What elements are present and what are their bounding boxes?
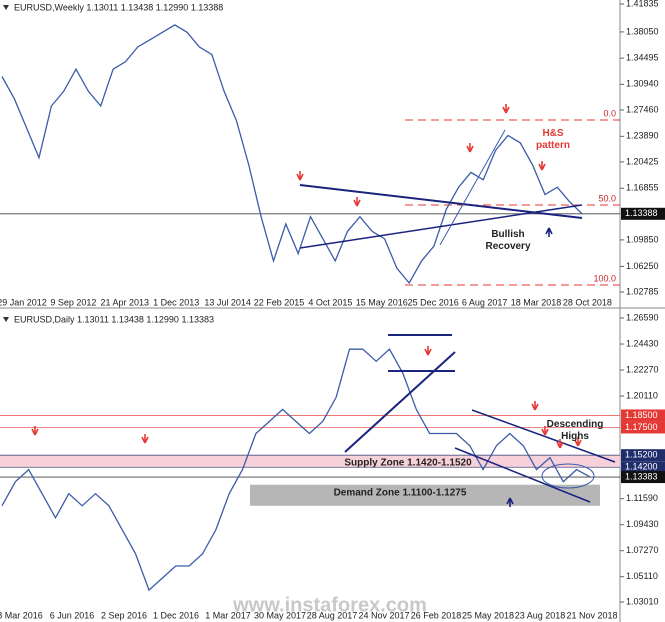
x-tick-label: 1 Dec 2013 (153, 297, 199, 307)
level-badge (621, 421, 665, 434)
y-tick-label: 1.06250 (626, 261, 659, 271)
y-tick-label: 1.41835 (626, 0, 659, 8)
fib-label: 50.0 (598, 193, 616, 203)
arrow-down (538, 161, 546, 171)
header-icon (3, 5, 9, 10)
level-badge (621, 471, 665, 484)
arrow-down (31, 426, 39, 436)
x-tick-label: 30 May 2017 (254, 610, 306, 620)
x-tick-label: 26 Feb 2018 (411, 610, 462, 620)
y-tick-label: 1.34495 (626, 53, 659, 63)
x-tick-label: 29 Jan 2012 (0, 297, 47, 307)
x-tick-label: 13 Jul 2014 (204, 297, 251, 307)
level-badge (621, 409, 665, 422)
x-tick-label: 6 Aug 2017 (462, 297, 508, 307)
fib-label: 0.0 (603, 108, 616, 118)
level-label: 1.18500 (625, 410, 658, 420)
y-tick-label: 1.09430 (626, 519, 659, 529)
trendline (299, 204, 583, 249)
trendline (344, 351, 456, 453)
x-tick-label: 4 Oct 2015 (308, 297, 352, 307)
zone-label: Supply Zone 1.1420-1.1520 (344, 458, 472, 469)
highs-annotation: Descending Highs (547, 419, 604, 442)
y-tick-label: 1.02785 (626, 286, 659, 296)
arrow-up (545, 227, 553, 237)
x-tick-label: 21 Apr 2013 (101, 297, 150, 307)
y-tick-label: 1.26590 (626, 312, 659, 322)
x-tick-label: 9 Sep 2012 (50, 297, 96, 307)
x-tick-label: 28 Oct 2018 (563, 297, 612, 307)
x-tick-label: 2 Sep 2016 (101, 610, 147, 620)
arrow-down (141, 434, 149, 444)
level-badge (621, 449, 665, 462)
x-tick-label: 25 May 2018 (462, 610, 514, 620)
panel-header: EURUSD,Weekly 1.13011 1.13438 1.12990 1.… (14, 2, 223, 12)
consolidation-ellipse (541, 463, 595, 489)
price-line (1, 348, 591, 592)
level-label: 1.17500 (625, 422, 658, 432)
arrow-down (296, 171, 304, 181)
price-line (1, 24, 583, 285)
level-badge (621, 207, 665, 220)
y-tick-label: 1.23890 (626, 131, 659, 141)
x-tick-label: 1 Mar 2017 (205, 610, 251, 620)
pattern-annotation: H&S pattern (536, 128, 570, 151)
level-label: 1.13383 (625, 471, 658, 481)
arrow-down (531, 401, 539, 411)
arrow-down (556, 439, 564, 449)
y-tick-label: 1.20110 (626, 390, 658, 400)
y-tick-label: 1.27460 (626, 104, 659, 114)
arrow-down (502, 104, 510, 114)
y-tick-label: 1.09850 (626, 234, 659, 244)
trendline (454, 447, 591, 503)
level-label: 1.13388 (625, 208, 658, 218)
level-label: 1.14200 (625, 462, 658, 472)
level-label: 1.15200 (625, 450, 658, 460)
x-tick-label: 23 Aug 2018 (515, 610, 566, 620)
level-badge (621, 461, 665, 474)
x-tick-label: 8 Mar 2016 (0, 610, 43, 620)
y-tick-label: 1.20425 (626, 156, 659, 166)
x-tick-label: 18 Mar 2018 (511, 297, 562, 307)
y-tick-label: 1.30940 (626, 79, 659, 89)
trendline (471, 409, 616, 463)
panel-header: EURUSD,Daily 1.13011 1.13438 1.12990 1.1… (14, 314, 214, 324)
fib-label: 100.0 (593, 273, 616, 283)
neckline (439, 129, 506, 246)
watermark: www.instaforex.com (232, 594, 427, 616)
arrow-up (506, 497, 514, 507)
x-tick-label: 22 Feb 2015 (254, 297, 305, 307)
x-tick-label: 6 Jun 2016 (50, 610, 95, 620)
x-tick-label: 25 Dec 2016 (408, 297, 459, 307)
zone-label: Demand Zone 1.1100-1.1275 (334, 488, 467, 499)
recovery-annotation: Bullish Recovery (485, 229, 530, 252)
y-tick-label: 1.03010 (626, 596, 659, 606)
x-tick-label: 24 Nov 2017 (358, 610, 409, 620)
arrow-down (353, 197, 361, 207)
price-zone (250, 484, 600, 506)
y-tick-label: 1.05110 (626, 571, 658, 581)
price-zone (0, 455, 620, 468)
y-tick-label: 1.07270 (626, 545, 659, 555)
x-tick-label: 21 Nov 2018 (566, 610, 617, 620)
y-tick-label: 1.16855 (626, 183, 659, 193)
y-tick-label: 1.11590 (626, 493, 658, 503)
y-tick-label: 1.38050 (626, 26, 659, 36)
x-tick-label: 28 Aug 2017 (307, 610, 358, 620)
arrow-down (466, 143, 474, 153)
header-icon (3, 317, 9, 322)
x-tick-label: 15 May 2016 (356, 297, 408, 307)
y-tick-label: 1.24430 (626, 338, 659, 348)
arrow-down (541, 426, 549, 436)
y-tick-label: 1.22270 (626, 364, 659, 374)
arrow-down (574, 437, 582, 447)
x-tick-label: 1 Dec 2016 (153, 610, 199, 620)
arrow-down (424, 346, 432, 356)
